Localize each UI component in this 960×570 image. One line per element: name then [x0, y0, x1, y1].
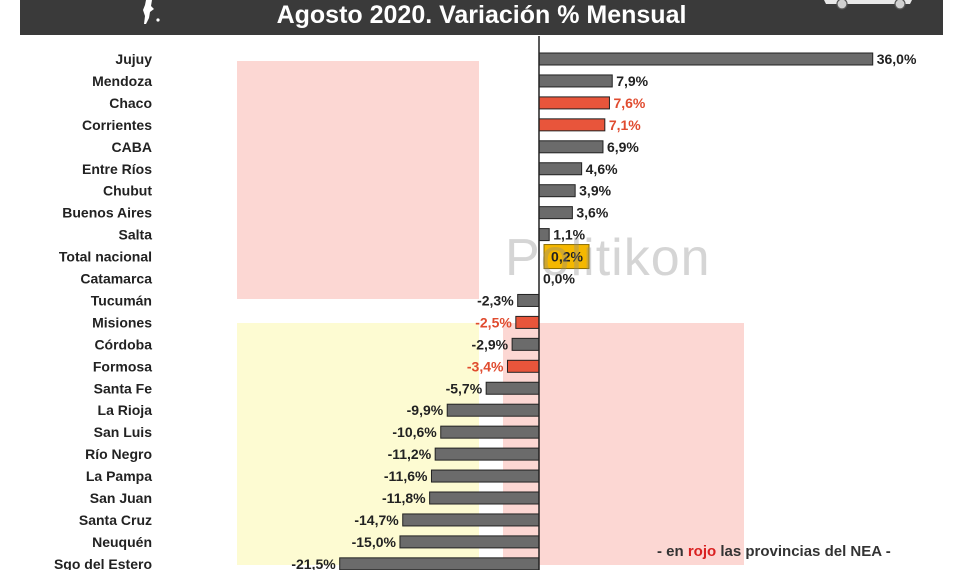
- category-label: La Rioja: [98, 402, 153, 418]
- value-label: -9,9%: [407, 402, 444, 418]
- value-label: -11,2%: [388, 446, 432, 462]
- category-label: San Luis: [94, 424, 153, 440]
- value-label: -3,4%: [467, 358, 504, 374]
- car-icon: [824, 0, 912, 10]
- bar: [538, 74, 613, 88]
- category-label: Río Negro: [85, 446, 152, 462]
- category-label: Chubut: [103, 183, 152, 199]
- watermark: Politikon: [505, 229, 711, 287]
- category-label: Santa Cruz: [79, 512, 152, 528]
- category-label: CABA: [112, 139, 152, 155]
- title-bar: Agosto 2020. Variación % Mensual: [20, 0, 943, 35]
- value-label: -10,6%: [392, 424, 437, 440]
- category-label: San Juan: [90, 490, 152, 506]
- category-label: La Pampa: [86, 468, 152, 484]
- bar: [339, 557, 540, 570]
- category-label: Formosa: [93, 358, 152, 374]
- category-label: Mendoza: [92, 73, 152, 89]
- bar: [538, 184, 576, 198]
- value-label: 1,1%: [553, 227, 585, 243]
- value-label: 7,1%: [609, 117, 641, 133]
- category-labels: Jujuy Mendoza Chaco Corrientes CABA Entre Río…: [54, 51, 152, 570]
- footnote-suffix: las provincias del NEA -: [716, 543, 891, 560]
- value-label: 4,6%: [586, 161, 618, 177]
- category-label: Santa Fe: [94, 380, 153, 396]
- value-labels: 36,0% 7,9% 7,6% 7,1% 6,9% 4,6% 3,9% 3,6% 1,1% 0,2…: [291, 51, 917, 570]
- value-label: 0,2%: [551, 249, 583, 265]
- bar: [538, 162, 583, 176]
- bar: [538, 206, 573, 220]
- bar: [440, 425, 540, 439]
- bars: [339, 36, 874, 570]
- value-label: -2,5%: [475, 314, 512, 330]
- bar: [434, 447, 540, 461]
- chart-title: Agosto 2020. Variación % Mensual: [276, 1, 687, 29]
- value-label: 7,6%: [613, 95, 645, 111]
- category-label: Entre Ríos: [82, 161, 152, 177]
- bar: [538, 52, 874, 66]
- footnote: - en rojo las provincias del NEA -: [657, 543, 891, 560]
- value-label: 0,0%: [543, 271, 575, 287]
- total-highlight-box: [543, 244, 590, 270]
- bar: [511, 337, 540, 351]
- value-label: 6,9%: [607, 139, 639, 155]
- bar: [515, 315, 540, 329]
- band-top-left: [237, 61, 479, 299]
- value-label: 7,9%: [616, 73, 648, 89]
- category-label: Misiones: [92, 314, 152, 330]
- footnote-prefix: - en: [657, 543, 688, 560]
- bar: [517, 293, 540, 307]
- value-label: 3,6%: [576, 205, 608, 221]
- bar: [430, 469, 540, 483]
- bar: [485, 381, 540, 395]
- bar: [538, 140, 604, 154]
- band-bottom-left: [237, 323, 479, 565]
- value-label: -11,8%: [382, 490, 426, 506]
- value-label: -5,7%: [446, 380, 483, 396]
- bar: [538, 118, 606, 132]
- bar: [538, 96, 610, 110]
- category-label: Neuquén: [92, 534, 152, 550]
- value-label: 36,0%: [877, 51, 917, 67]
- category-label: Catamarca: [80, 271, 152, 287]
- value-label: -15,0%: [352, 534, 397, 550]
- category-label: Tucumán: [91, 292, 152, 308]
- band-bottom-right: [503, 323, 744, 565]
- argentina-map-icon: [143, 0, 160, 24]
- value-label: -11,6%: [384, 468, 428, 484]
- category-label: Sgo del Estero: [54, 556, 152, 570]
- value-label: -14,7%: [354, 512, 399, 528]
- value-label: -2,9%: [472, 336, 509, 352]
- footnote-highlight: rojo: [687, 543, 717, 560]
- category-label: Chaco: [109, 95, 152, 111]
- category-label: Jujuy: [115, 51, 152, 67]
- value-label: -2,3%: [477, 292, 514, 308]
- category-label: Córdoba: [94, 336, 152, 352]
- category-label: Corrientes: [82, 117, 152, 133]
- background-bands: [237, 61, 744, 565]
- bar: [446, 403, 540, 417]
- category-label: Salta: [119, 227, 153, 243]
- value-label: 3,9%: [579, 183, 611, 199]
- bar: [506, 359, 540, 373]
- bar: [399, 535, 540, 549]
- bar: [402, 513, 540, 527]
- category-label: Total nacional: [59, 249, 152, 265]
- category-label: Buenos Aires: [62, 205, 152, 221]
- value-label: -21,5%: [291, 556, 336, 570]
- bar: [429, 491, 540, 505]
